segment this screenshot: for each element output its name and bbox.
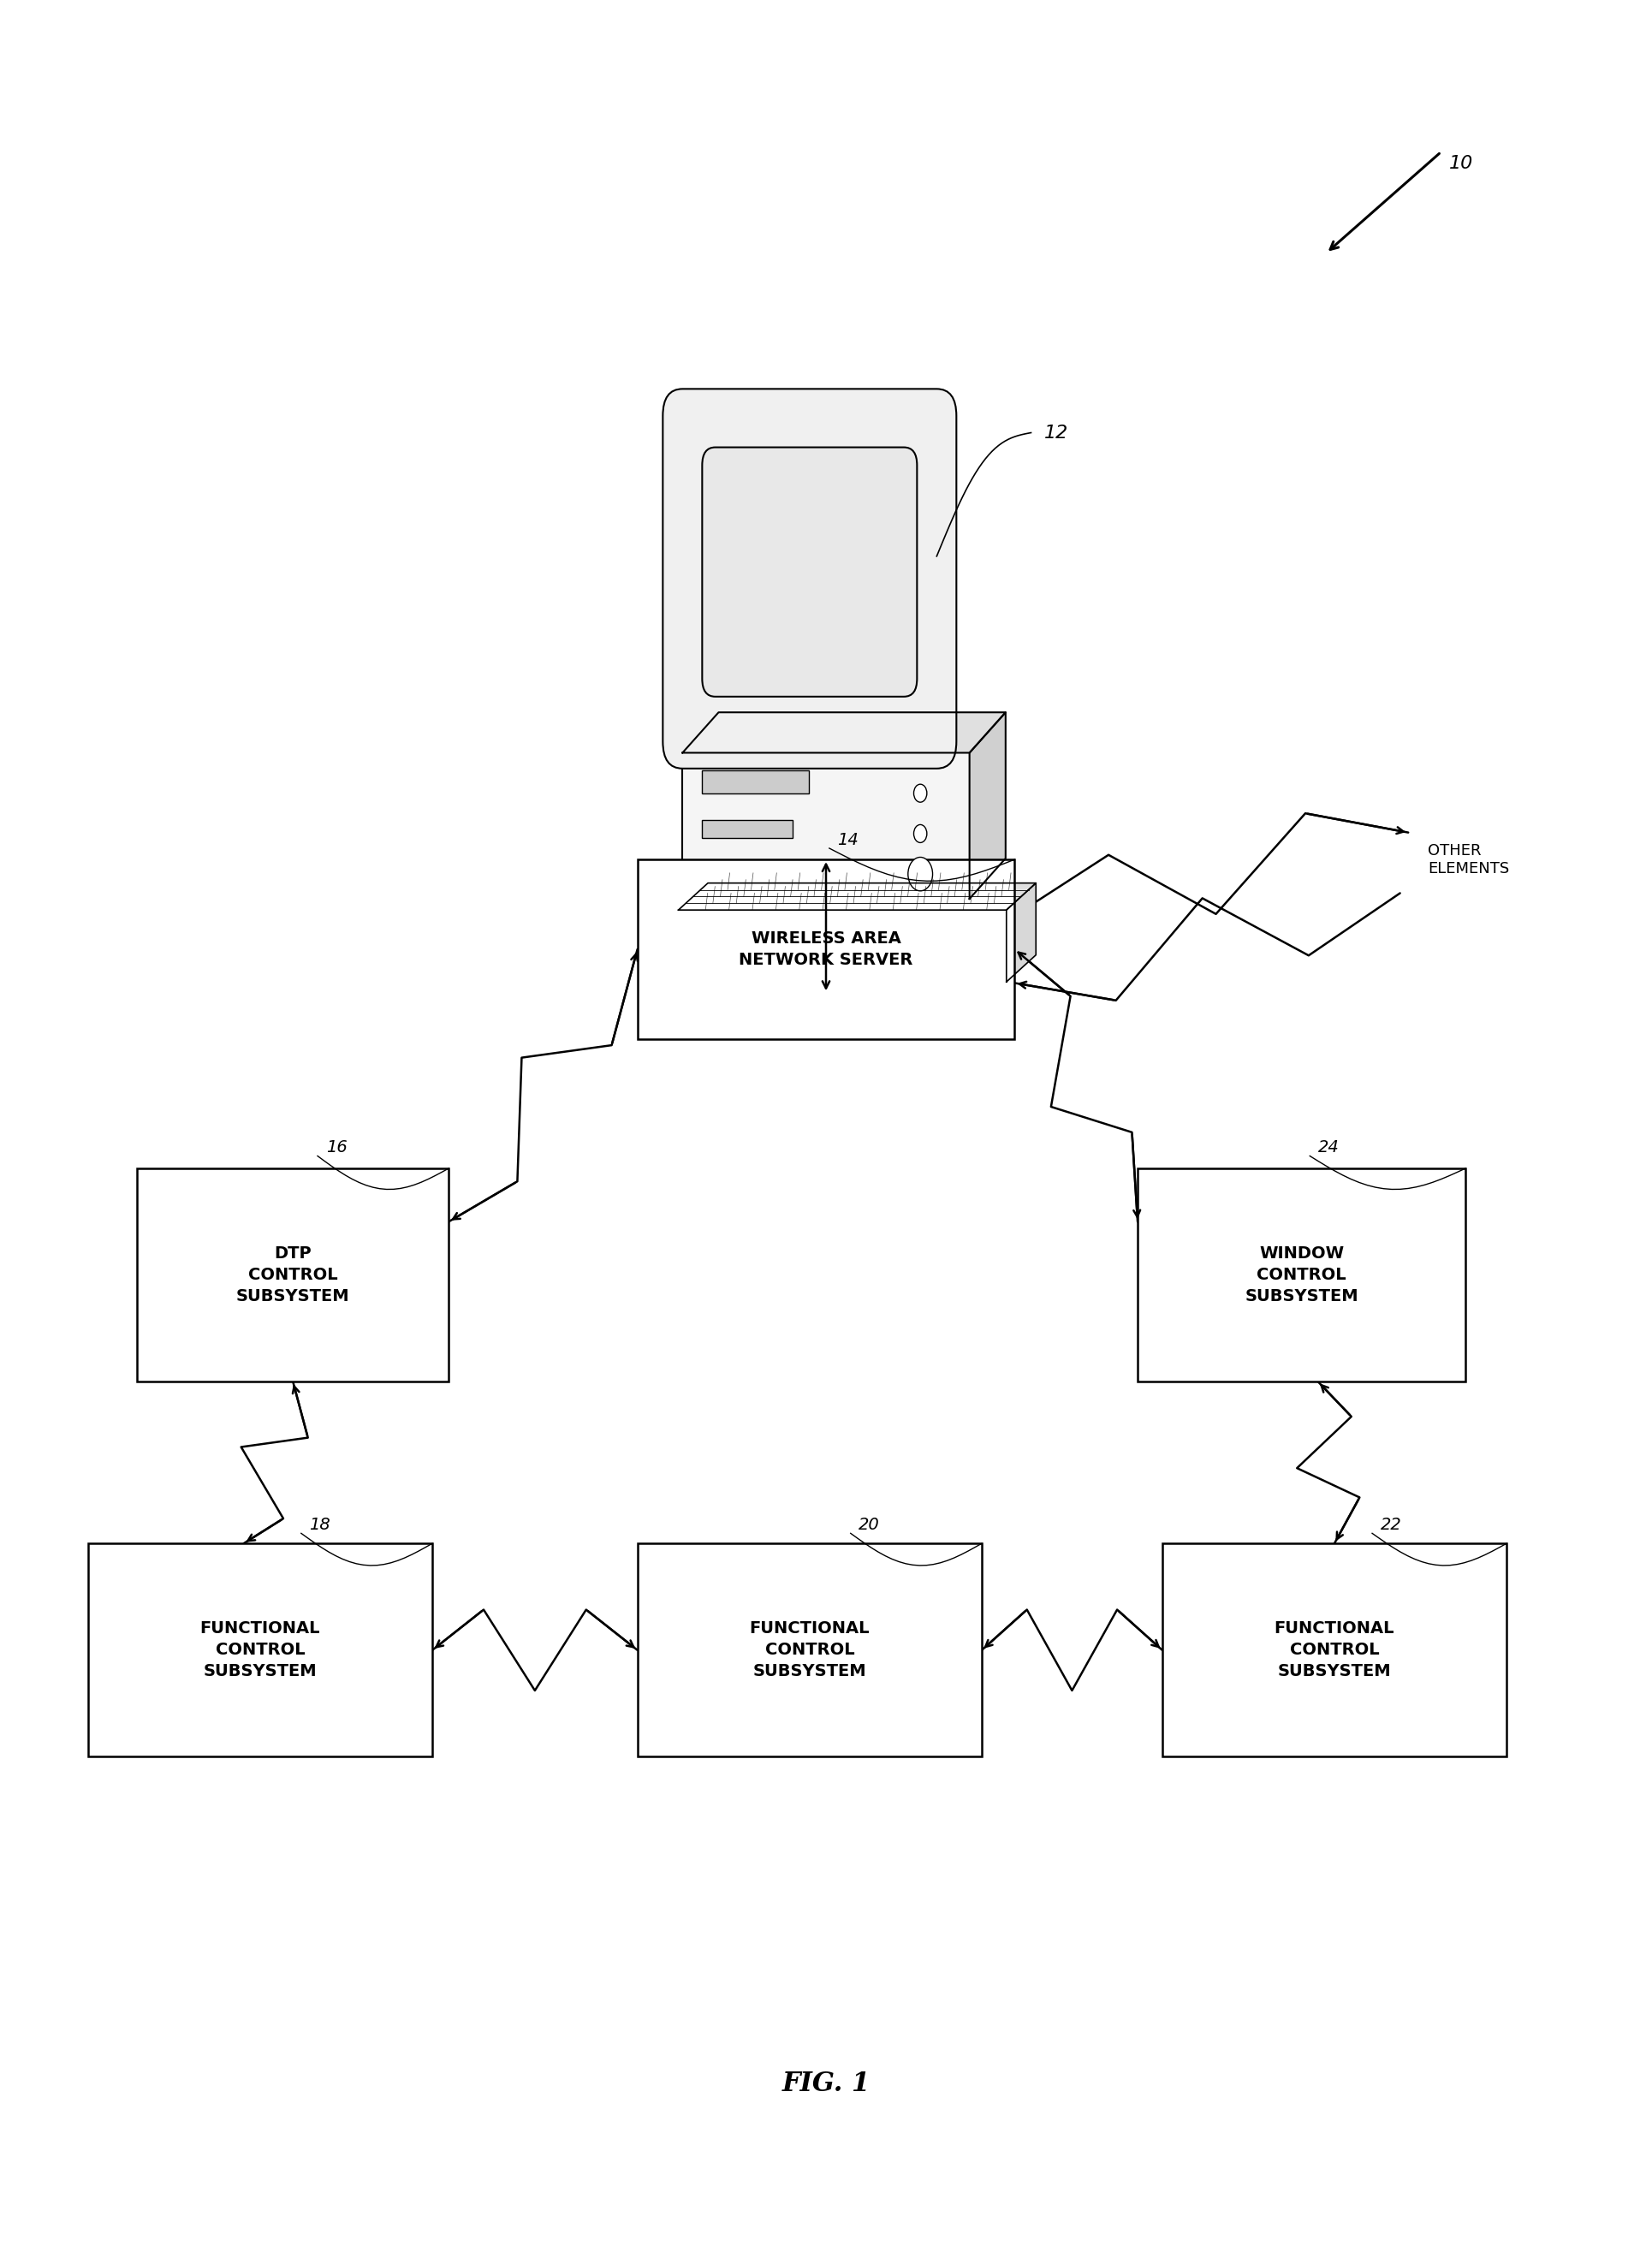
Text: 12: 12 (1044, 425, 1069, 440)
Bar (638, 1544, 981, 1757)
Bar (137, 1167, 449, 1382)
Text: WINDOW
CONTROL
SUBSYSTEM: WINDOW CONTROL SUBSYSTEM (1246, 1246, 1358, 1305)
Text: WIRELESS AREA
NETWORK SERVER: WIRELESS AREA NETWORK SERVER (738, 930, 914, 969)
Text: 14: 14 (838, 831, 859, 849)
Bar (702, 820, 793, 838)
Circle shape (914, 824, 927, 842)
Bar (682, 752, 970, 899)
Text: 20: 20 (859, 1517, 881, 1533)
Circle shape (914, 784, 927, 802)
Polygon shape (1006, 883, 1036, 982)
FancyBboxPatch shape (662, 388, 957, 768)
Circle shape (909, 858, 933, 892)
Bar (1163, 1544, 1507, 1757)
Text: OTHER
ELEMENTS: OTHER ELEMENTS (1427, 842, 1510, 876)
Text: FUNCTIONAL
CONTROL
SUBSYSTEM: FUNCTIONAL CONTROL SUBSYSTEM (1274, 1621, 1394, 1680)
Text: 18: 18 (309, 1517, 330, 1533)
Bar (679, 910, 1006, 982)
Bar (1138, 1167, 1465, 1382)
Polygon shape (970, 711, 1006, 899)
Polygon shape (679, 883, 1036, 910)
Text: DTP
CONTROL
SUBSYSTEM: DTP CONTROL SUBSYSTEM (236, 1246, 350, 1305)
Text: FUNCTIONAL
CONTROL
SUBSYSTEM: FUNCTIONAL CONTROL SUBSYSTEM (200, 1621, 320, 1680)
Text: 16: 16 (325, 1140, 347, 1156)
Text: 10: 10 (1449, 154, 1474, 172)
Bar (88, 1544, 433, 1757)
Bar (702, 770, 809, 793)
Polygon shape (682, 711, 1006, 752)
Text: 22: 22 (1381, 1517, 1401, 1533)
FancyBboxPatch shape (702, 447, 917, 698)
Text: 24: 24 (1318, 1140, 1340, 1156)
Bar (638, 860, 1014, 1039)
Text: FIG. 1: FIG. 1 (781, 2071, 871, 2098)
Text: FUNCTIONAL
CONTROL
SUBSYSTEM: FUNCTIONAL CONTROL SUBSYSTEM (750, 1621, 869, 1680)
